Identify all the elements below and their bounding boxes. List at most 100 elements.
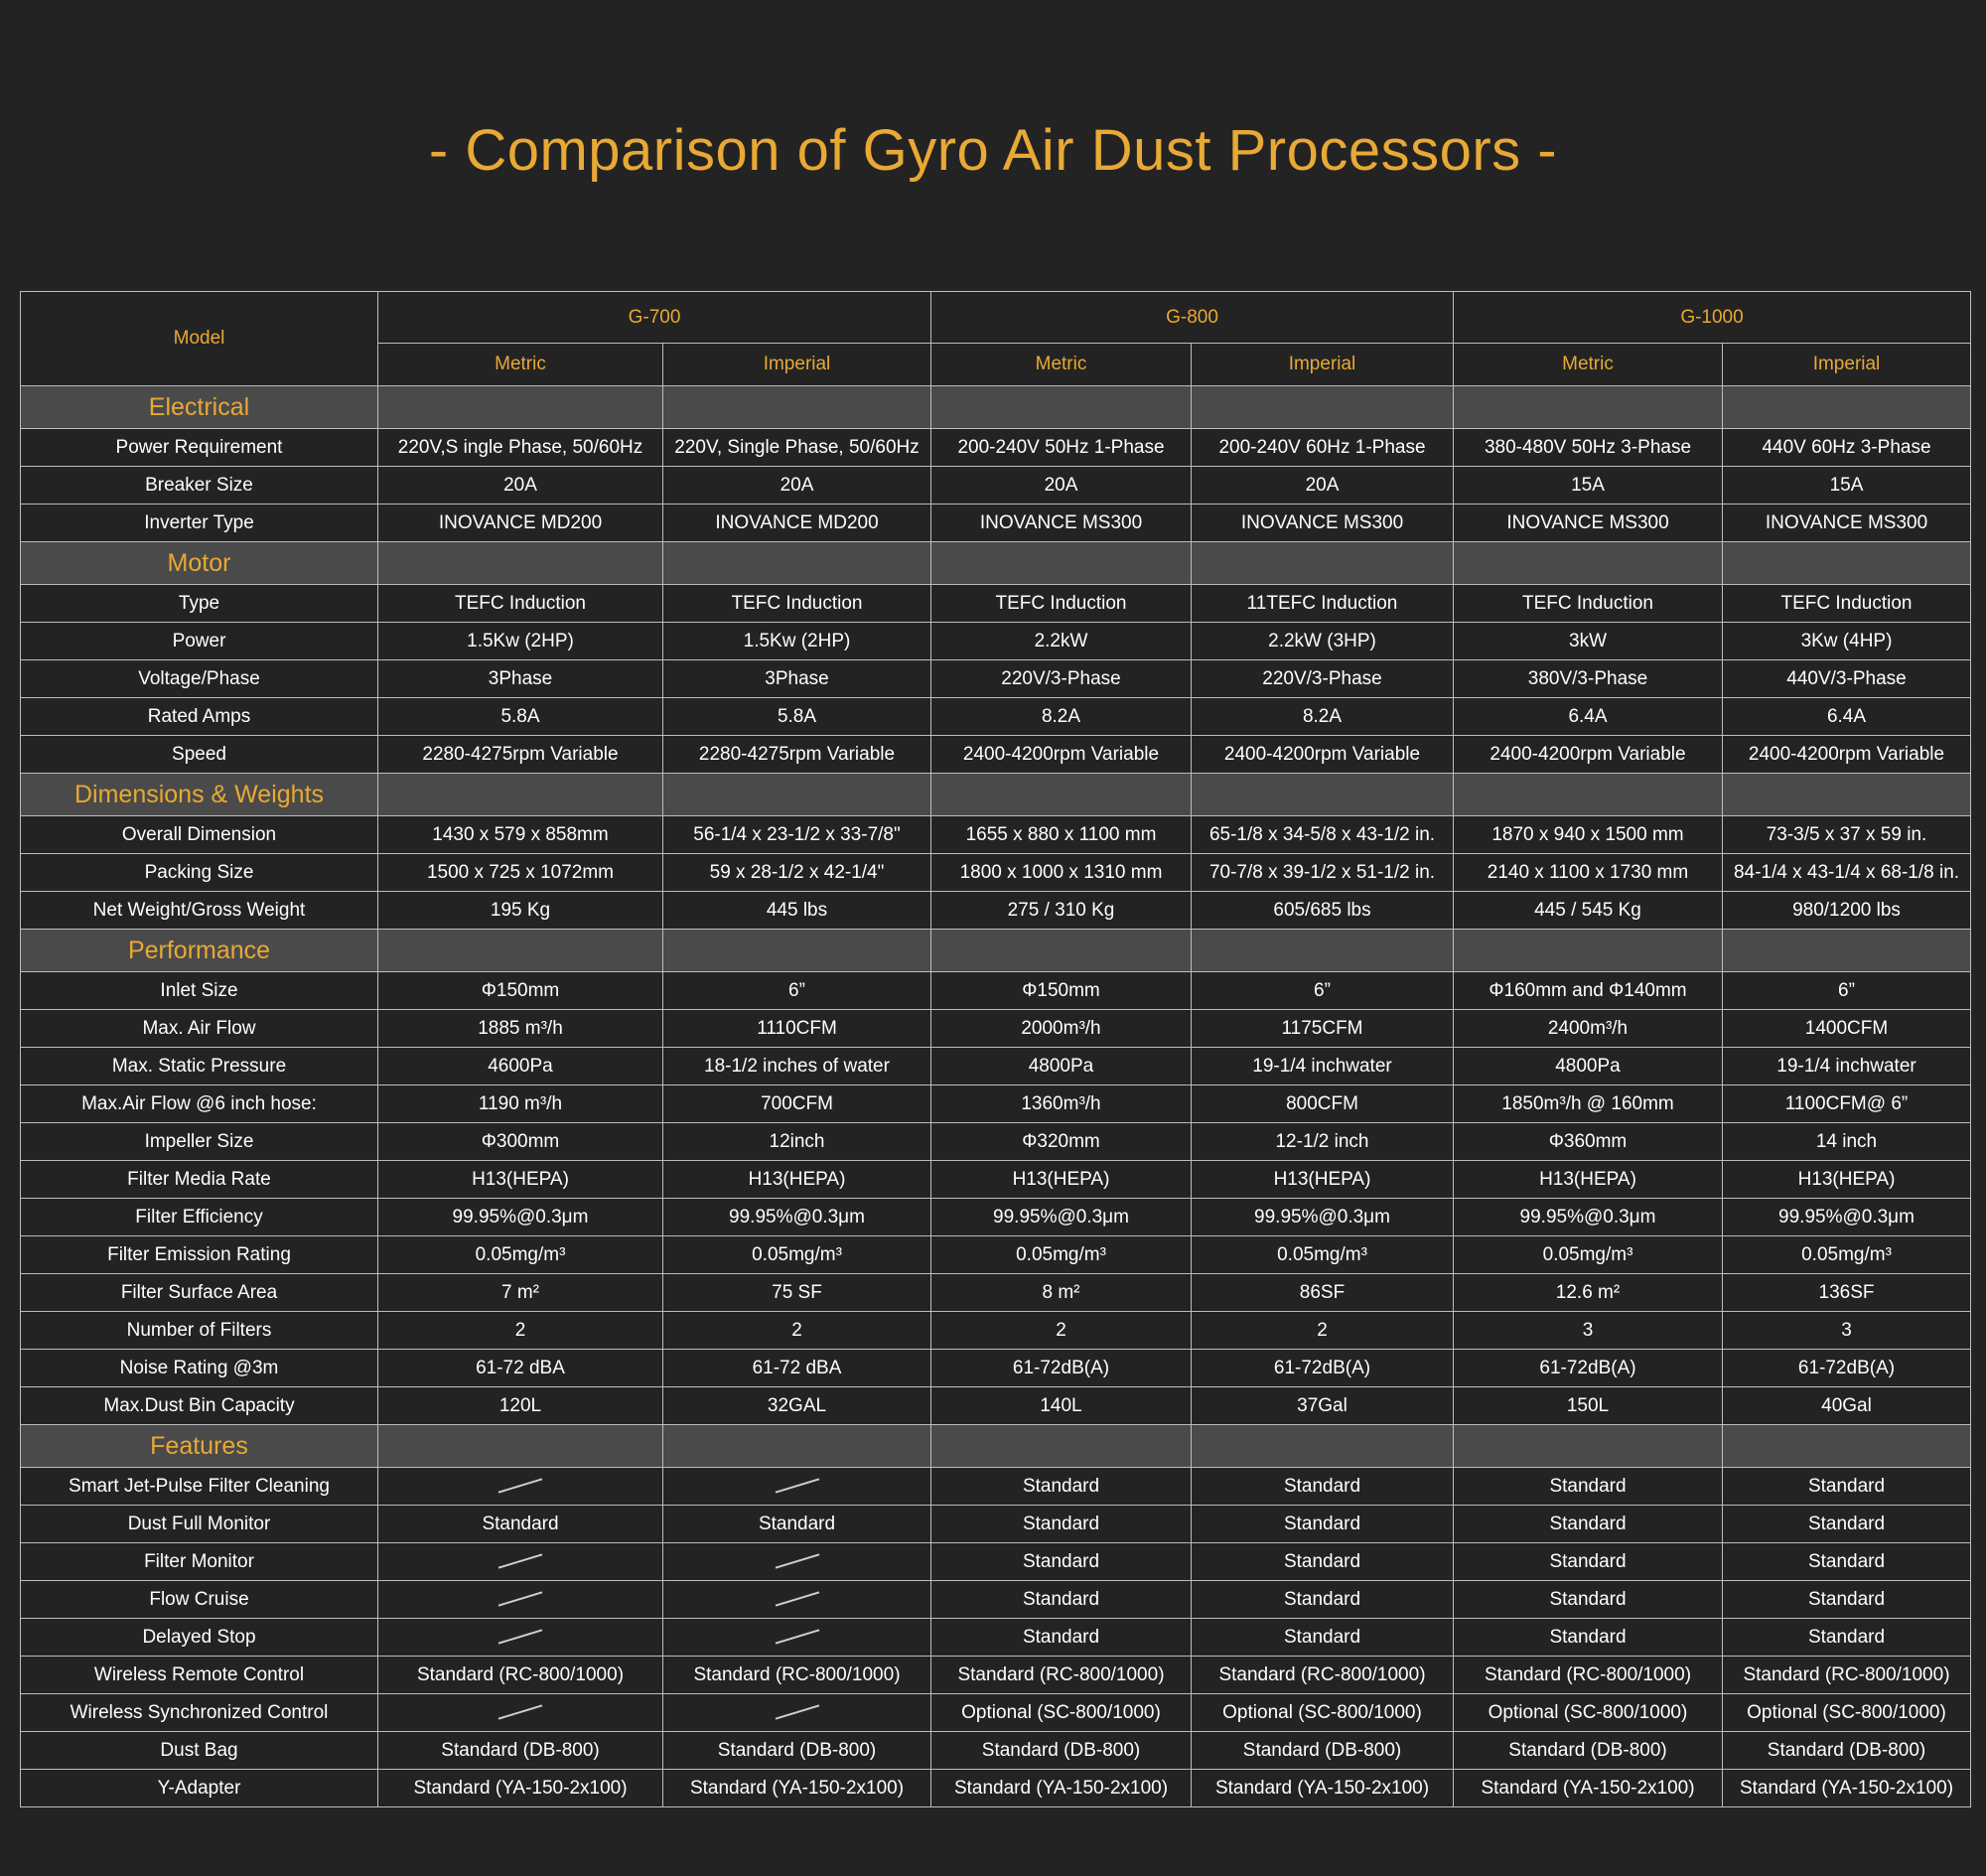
table-cell: 6.4A xyxy=(1453,697,1723,736)
table-cell: 2400-4200rpm Variable xyxy=(1191,735,1454,774)
table-cell: 200-240V 60Hz 1-Phase xyxy=(1191,428,1454,467)
table-cell: Standard (DB-800) xyxy=(377,1731,663,1770)
table-cell: INOVANCE MS300 xyxy=(930,504,1192,542)
table-cell: 2 xyxy=(377,1311,663,1350)
table-cell: Standard xyxy=(1191,1618,1454,1657)
dash-icon xyxy=(775,1704,819,1721)
table-cell: H13(HEPA) xyxy=(662,1160,931,1199)
table-cell: 2 xyxy=(930,1311,1192,1350)
table-cell: Φ150mm xyxy=(377,971,663,1010)
section-filler-cell xyxy=(930,773,1192,816)
table-cell: Standard xyxy=(1191,1542,1454,1581)
section-filler-cell xyxy=(377,541,663,585)
row-label: Dust Full Monitor xyxy=(20,1505,378,1543)
section-filler-cell xyxy=(930,385,1192,429)
row-label: Filter Emission Rating xyxy=(20,1235,378,1274)
row-label: Dust Bag xyxy=(20,1731,378,1770)
table-cell: 8.2A xyxy=(1191,697,1454,736)
table-cell: Standard xyxy=(1191,1467,1454,1506)
not-available-cell xyxy=(662,1618,931,1657)
table-cell: 3Phase xyxy=(377,659,663,698)
table-cell: 150L xyxy=(1453,1386,1723,1425)
row-label: Wireless Remote Control xyxy=(20,1656,378,1694)
section-filler-cell xyxy=(377,929,663,972)
table-cell: 2 xyxy=(1191,1311,1454,1350)
row-label: Overall Dimension xyxy=(20,815,378,854)
table-cell: 220V,S ingle Phase, 50/60Hz xyxy=(377,428,663,467)
table-cell: Φ300mm xyxy=(377,1122,663,1161)
table-cell: Standard xyxy=(1453,1467,1723,1506)
row-label: Flow Cruise xyxy=(20,1580,378,1619)
section-filler-cell xyxy=(930,929,1192,972)
table-row: Speed 2280-4275rpm Variable 2280-4275rpm V… xyxy=(20,735,1971,774)
table-cell: 800CFM xyxy=(1191,1084,1454,1123)
row-label: Rated Amps xyxy=(20,697,378,736)
table-cell: 380V/3-Phase xyxy=(1453,659,1723,698)
row-label: Impeller Size xyxy=(20,1122,378,1161)
table-cell: 1655 x 880 x 1100 mm xyxy=(930,815,1192,854)
table-row: Breaker Size 20A 20A 20A 20A 15A 15A xyxy=(20,466,1971,505)
table-cell: INOVANCE MS300 xyxy=(1191,504,1454,542)
table-cell: 0.05mg/m³ xyxy=(930,1235,1192,1274)
section-filler-cell xyxy=(662,929,931,972)
row-label: Smart Jet-Pulse Filter Cleaning xyxy=(20,1467,378,1506)
comparison-table: Model G-700 G-800 G-1000 Metric Imperial… xyxy=(20,291,1971,1807)
table-cell: Standard xyxy=(930,1467,1192,1506)
table-cell: 0.05mg/m³ xyxy=(377,1235,663,1274)
section-filler-cell xyxy=(377,1424,663,1468)
unit-header: Metric xyxy=(930,343,1192,386)
table-row: Overall Dimension 1430 x 579 x 858mm 56-1/… xyxy=(20,815,1971,854)
table-cell: TEFC Induction xyxy=(377,584,663,623)
table-cell: Optional (SC-800/1000) xyxy=(1722,1693,1971,1732)
table-row: Inlet Size Φ150mm 6” Φ150mm 6” Φ160mm and Φ14… xyxy=(20,971,1971,1010)
table-cell: Standard xyxy=(930,1618,1192,1657)
table-row: Noise Rating @3m 61-72 dBA 61-72 dBA 61-72d… xyxy=(20,1349,1971,1387)
row-label: Max.Air Flow @6 inch hose: xyxy=(20,1084,378,1123)
table-cell: 2 xyxy=(662,1311,931,1350)
table-cell: 6” xyxy=(1191,971,1454,1010)
table-cell: TEFC Induction xyxy=(1453,584,1723,623)
section-filler-cell xyxy=(1722,1424,1971,1468)
table-cell: 70-7/8 x 39-1/2 x 51-1/2 in. xyxy=(1191,853,1454,892)
row-label: Net Weight/Gross Weight xyxy=(20,891,378,930)
table-cell: 99.95%@0.3μm xyxy=(377,1198,663,1236)
table-cell: 19-1/4 inchwater xyxy=(1722,1047,1971,1085)
table-cell: 3 xyxy=(1453,1311,1723,1350)
model-g1000-header: G-1000 xyxy=(1453,291,1971,344)
row-label: Wireless Synchronized Control xyxy=(20,1693,378,1732)
section-filler-cell xyxy=(1453,385,1723,429)
table-cell: 20A xyxy=(930,466,1192,505)
dash-icon xyxy=(775,1478,819,1495)
table-row: Voltage/Phase 3Phase 3Phase 220V/3-Phase 220… xyxy=(20,659,1971,698)
table-cell: 20A xyxy=(377,466,663,505)
table-cell: Optional (SC-800/1000) xyxy=(930,1693,1192,1732)
table-row: Wireless Remote Control Standard (RC-800/… xyxy=(20,1656,1971,1694)
table-cell: 4800Pa xyxy=(930,1047,1192,1085)
table-cell: 75 SF xyxy=(662,1273,931,1312)
table-cell: 440V 60Hz 3-Phase xyxy=(1722,428,1971,467)
table-cell: Standard xyxy=(1453,1542,1723,1581)
table-cell: 0.05mg/m³ xyxy=(1191,1235,1454,1274)
table-cell: 1.5Kw (2HP) xyxy=(662,622,931,660)
table-row: Flow Cruise Standard Standard Standard Stand… xyxy=(20,1580,1971,1619)
table-cell: TEFC Induction xyxy=(662,584,931,623)
section-filler-cell xyxy=(662,541,931,585)
table-cell: 3Kw (4HP) xyxy=(1722,622,1971,660)
table-cell: Φ320mm xyxy=(930,1122,1192,1161)
table-row: Power 1.5Kw (2HP) 1.5Kw (2HP) 2.2kW 2.2kW (3… xyxy=(20,622,1971,660)
table-row: Delayed Stop Standard Standard Standard Stan… xyxy=(20,1618,1971,1657)
row-label: Max. Static Pressure xyxy=(20,1047,378,1085)
table-row: Wireless Synchronized Control Optional (S… xyxy=(20,1693,1971,1732)
section-filler-cell xyxy=(662,773,931,816)
table-cell: 2.2kW (3HP) xyxy=(1191,622,1454,660)
table-cell: 1100CFM@ 6” xyxy=(1722,1084,1971,1123)
table-row: Packing Size 1500 x 725 x 1072mm 59 x 28-1… xyxy=(20,853,1971,892)
table-cell: 1190 m³/h xyxy=(377,1084,663,1123)
table-row: Filter Surface Area 7 m² 75 SF 8 m² 86SF 12.6… xyxy=(20,1273,1971,1312)
table-cell: 1400CFM xyxy=(1722,1009,1971,1048)
not-available-cell xyxy=(377,1580,663,1619)
table-cell: 15A xyxy=(1722,466,1971,505)
table-cell: 18-1/2 inches of water xyxy=(662,1047,931,1085)
table-cell: 1110CFM xyxy=(662,1009,931,1048)
row-label: Speed xyxy=(20,735,378,774)
